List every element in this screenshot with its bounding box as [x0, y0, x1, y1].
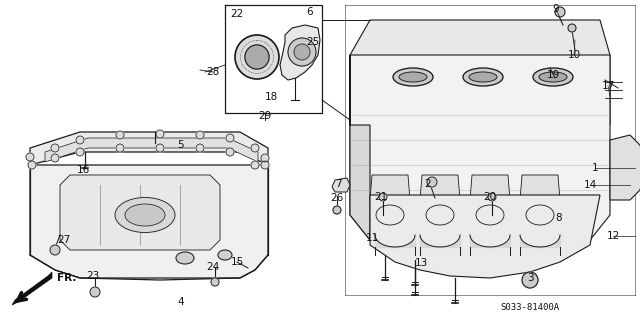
Polygon shape: [60, 175, 220, 250]
Ellipse shape: [176, 252, 194, 264]
Polygon shape: [332, 178, 350, 192]
Text: 29: 29: [259, 111, 271, 121]
Text: 17: 17: [602, 81, 614, 91]
Circle shape: [261, 161, 269, 169]
Circle shape: [522, 272, 538, 288]
Text: 6: 6: [307, 7, 314, 17]
Ellipse shape: [476, 205, 504, 225]
Ellipse shape: [115, 197, 175, 233]
Ellipse shape: [376, 205, 404, 225]
Polygon shape: [520, 175, 560, 230]
Text: 21: 21: [374, 192, 388, 202]
Ellipse shape: [539, 72, 567, 82]
Text: 10: 10: [568, 50, 580, 60]
Ellipse shape: [463, 68, 503, 86]
Circle shape: [226, 134, 234, 142]
Text: 4: 4: [178, 297, 184, 307]
Ellipse shape: [533, 68, 573, 86]
Ellipse shape: [469, 72, 497, 82]
Text: 22: 22: [230, 9, 244, 19]
Circle shape: [196, 131, 204, 139]
Text: 1: 1: [592, 163, 598, 173]
Circle shape: [156, 144, 164, 152]
Circle shape: [427, 177, 437, 187]
Circle shape: [211, 278, 219, 286]
Circle shape: [294, 44, 310, 60]
Text: 18: 18: [264, 92, 278, 102]
Text: 12: 12: [606, 231, 620, 241]
Ellipse shape: [125, 204, 165, 226]
Circle shape: [245, 45, 269, 69]
Circle shape: [76, 148, 84, 156]
Circle shape: [90, 287, 100, 297]
Text: 2: 2: [425, 179, 431, 189]
Ellipse shape: [426, 205, 454, 225]
Circle shape: [261, 154, 269, 162]
Circle shape: [50, 245, 60, 255]
Polygon shape: [350, 20, 610, 125]
Text: 9: 9: [553, 4, 559, 14]
Circle shape: [116, 131, 124, 139]
Circle shape: [76, 136, 84, 144]
Text: 23: 23: [86, 271, 100, 281]
Circle shape: [555, 7, 565, 17]
Circle shape: [379, 193, 387, 201]
Circle shape: [116, 144, 124, 152]
Text: 26: 26: [330, 193, 344, 203]
Polygon shape: [420, 175, 460, 230]
Text: 28: 28: [206, 67, 220, 77]
Circle shape: [51, 144, 59, 152]
Circle shape: [488, 193, 496, 201]
Circle shape: [235, 35, 279, 79]
Text: 13: 13: [414, 258, 428, 268]
Text: 11: 11: [365, 233, 379, 243]
Text: FR.: FR.: [57, 273, 76, 283]
Text: 8: 8: [556, 213, 563, 223]
Polygon shape: [470, 175, 510, 230]
Circle shape: [26, 153, 34, 161]
Circle shape: [28, 161, 36, 169]
Circle shape: [251, 144, 259, 152]
Circle shape: [51, 154, 59, 162]
Ellipse shape: [526, 205, 554, 225]
Circle shape: [251, 161, 259, 169]
Text: S033-81400A: S033-81400A: [500, 303, 559, 313]
Text: 19: 19: [547, 70, 559, 80]
Polygon shape: [280, 25, 320, 80]
Text: 15: 15: [230, 257, 244, 267]
Polygon shape: [610, 135, 640, 200]
Polygon shape: [350, 55, 610, 270]
Circle shape: [156, 130, 164, 138]
Text: 25: 25: [307, 37, 319, 47]
Polygon shape: [30, 165, 268, 278]
Text: 7: 7: [335, 179, 341, 189]
Ellipse shape: [393, 68, 433, 86]
Text: 3: 3: [527, 273, 533, 283]
Polygon shape: [12, 272, 52, 305]
Text: 14: 14: [584, 180, 596, 190]
Circle shape: [568, 24, 576, 32]
Polygon shape: [370, 195, 600, 278]
Circle shape: [288, 38, 316, 66]
Text: 16: 16: [76, 165, 90, 175]
Text: 27: 27: [58, 235, 70, 245]
Text: 24: 24: [206, 262, 220, 272]
Polygon shape: [45, 138, 258, 162]
Circle shape: [196, 144, 204, 152]
Polygon shape: [30, 132, 268, 165]
Ellipse shape: [218, 250, 232, 260]
Circle shape: [226, 148, 234, 156]
Polygon shape: [370, 175, 410, 230]
Text: 20: 20: [483, 192, 497, 202]
Text: 5: 5: [178, 140, 184, 150]
Circle shape: [333, 206, 341, 214]
Polygon shape: [350, 55, 370, 240]
Ellipse shape: [399, 72, 427, 82]
